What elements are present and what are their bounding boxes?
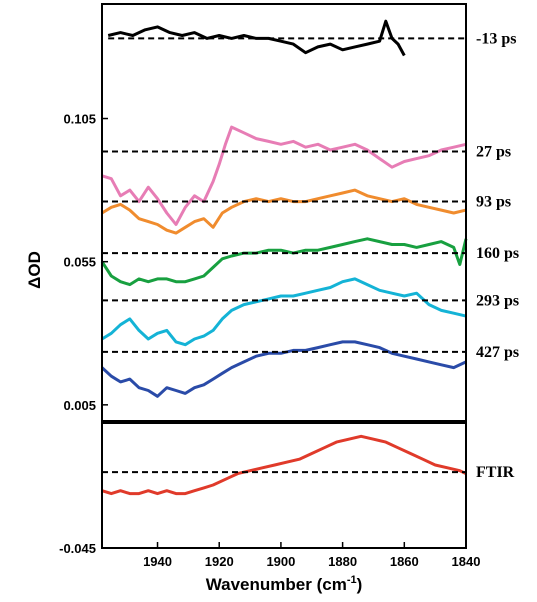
series-293-ps-label: 293 ps [476,292,519,309]
y-tick-label-0.105: 0.105 [63,112,96,127]
series-293-ps-line [102,279,466,345]
y-ticks: 0.105 0.055 0.005 -0.045 [59,112,108,556]
x-axis-title: Wavenumber (cm-1) [206,574,363,594]
series-160-ps-label: 160 ps [476,245,519,262]
y-tick-label-0.055: 0.055 [63,255,96,270]
x-tick-label-1840: 1840 [452,554,481,569]
y-tick-label--0.045: -0.045 [59,541,96,556]
series-427-ps-line [102,342,466,396]
series-ftir-label: FTIR [476,464,515,481]
series-427-ps-label: 427 ps [476,344,519,361]
series-ftir-line [102,436,466,493]
baselines-layer [102,38,466,472]
x-tick-label-1860: 1860 [390,554,419,569]
trace-labels: -13 ps 27 ps 93 ps 160 ps 293 ps 427 ps FTIR [476,30,519,481]
y-tick-label-0.005: 0.005 [63,398,96,413]
series-13-ps-label: -13 ps [476,30,516,47]
series-27-ps-line [102,127,466,224]
series-93-ps-label: 93 ps [476,194,511,211]
x-tick-label-1920: 1920 [205,554,234,569]
x-tick-label-1900: 1900 [266,554,295,569]
series-27-ps-label: 27 ps [476,143,511,160]
y-axis-title: ΔOD [25,251,44,289]
x-tick-label-1880: 1880 [328,554,357,569]
x-tick-label-1940: 1940 [143,554,172,569]
x-ticks: 1940 1920 1900 1880 1860 1840 [143,542,480,569]
plot-frame [102,4,466,548]
series-160-ps-line [102,239,466,285]
